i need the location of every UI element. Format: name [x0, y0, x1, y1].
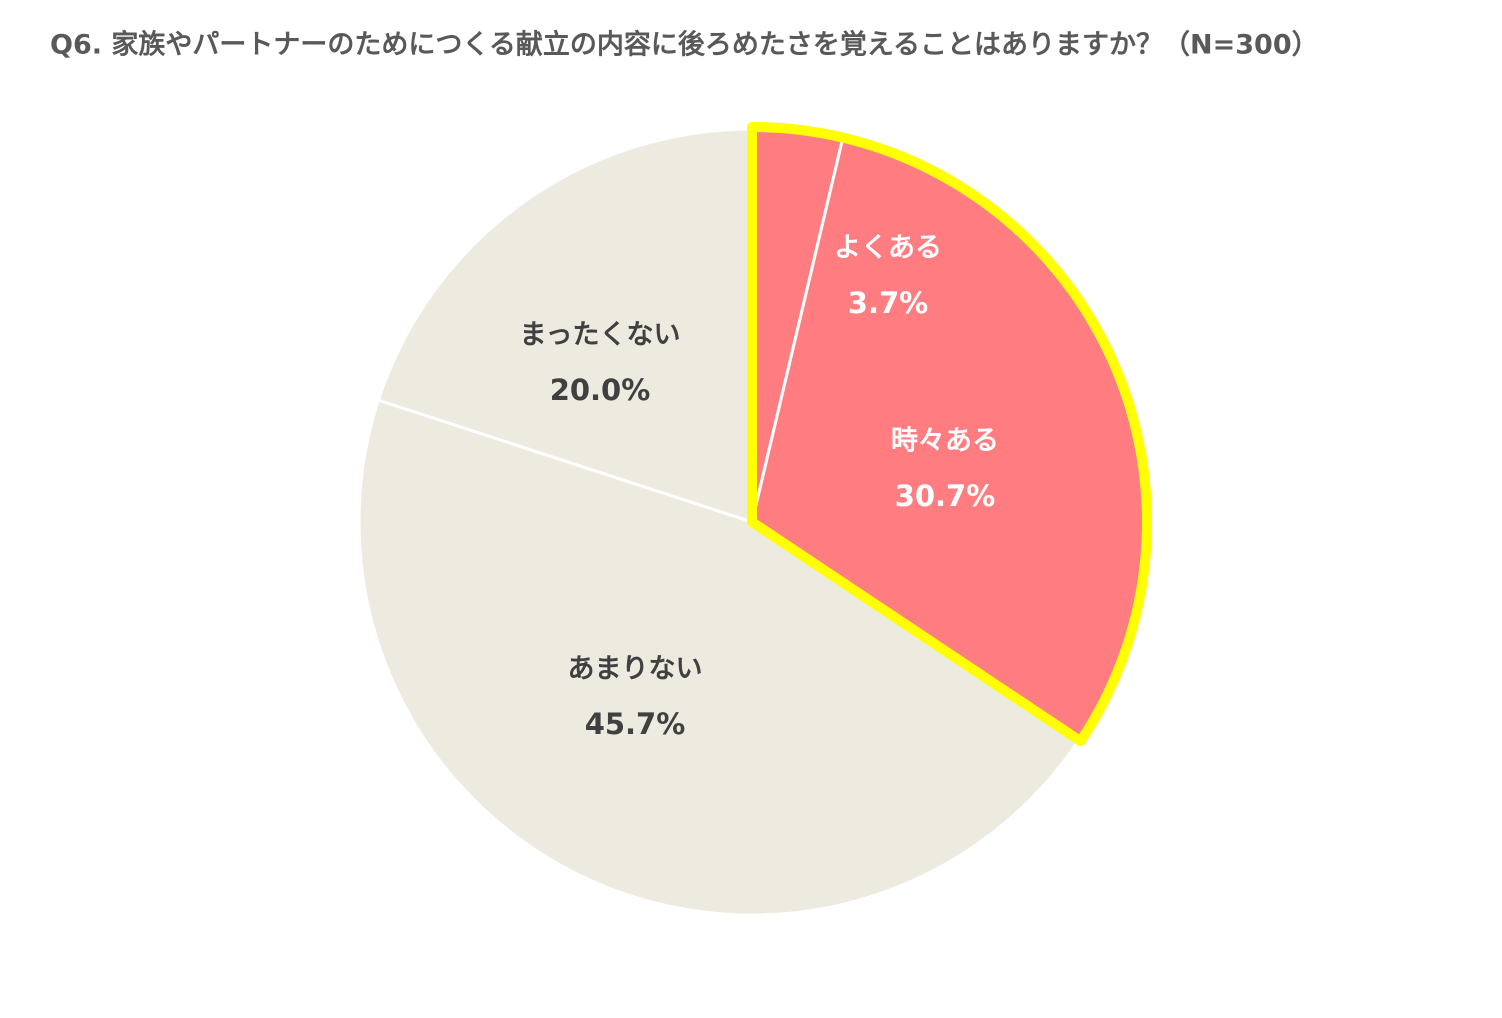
slice-label: 時々ある [891, 426, 999, 457]
slice-label: まったくない [520, 320, 681, 351]
slice-value-label: 3.7% [848, 286, 928, 320]
slice-value-label: 20.0% [550, 373, 651, 407]
pie-slice [376, 127, 754, 525]
slice-value-label: 30.7% [895, 479, 996, 513]
chart-title: Q6. 家族やパートナーのためにつくる献立の内容に後ろめたさを覚えることはありま… [50, 29, 1319, 61]
slice-label: あまりない [568, 654, 703, 685]
slice-label: よくある [834, 233, 942, 264]
slice-value-label: 45.7% [585, 707, 686, 741]
pie-slice [357, 398, 1081, 917]
highlight-outline [747, 122, 1152, 747]
